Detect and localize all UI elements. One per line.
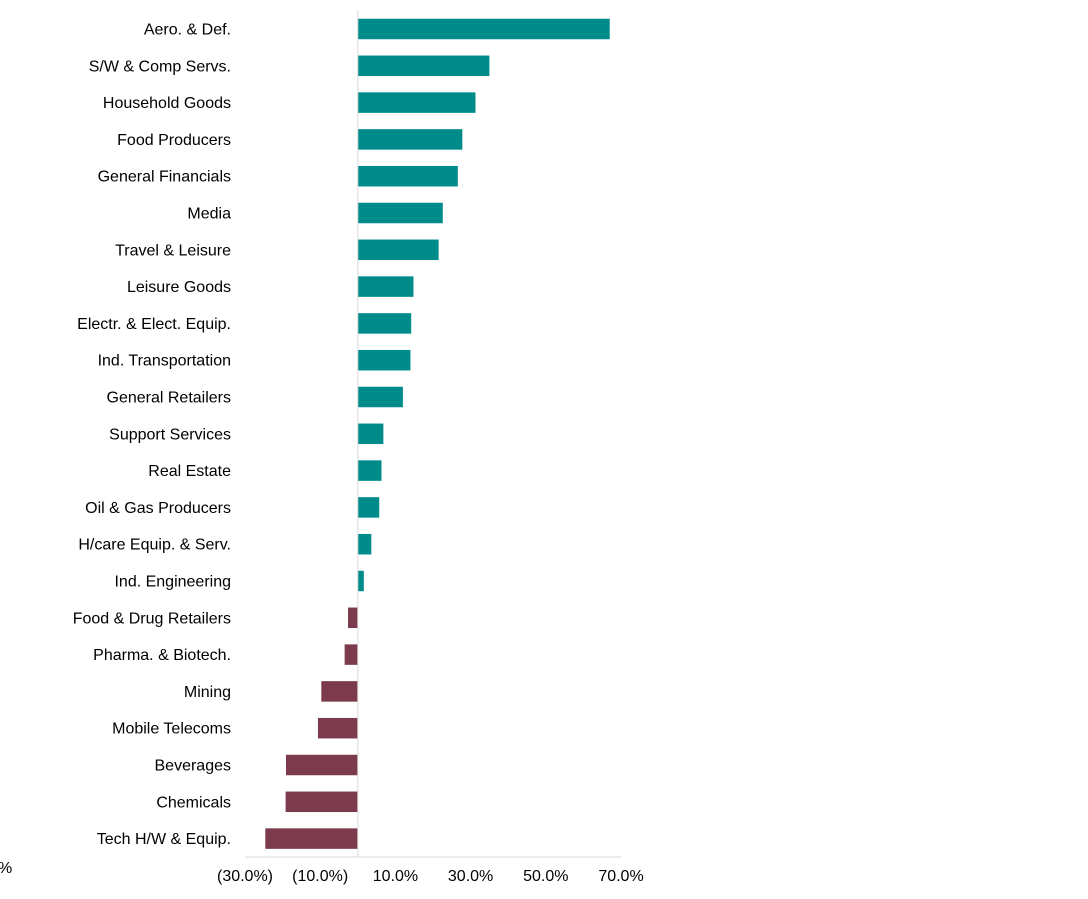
bar-16: [357, 570, 364, 592]
category-label: Electr. & Elect. Equip.: [77, 316, 231, 333]
category-label: Food Producers: [117, 132, 231, 149]
category-label: Media: [187, 206, 231, 223]
bar-21: [285, 754, 358, 776]
category-label: Mobile Telecoms: [112, 721, 231, 738]
x-tick-label: 10.0%: [373, 868, 418, 885]
bar-13: [357, 460, 382, 481]
bar-1: [357, 18, 610, 40]
bar-5: [357, 165, 458, 187]
category-label: Ind. Engineering: [114, 574, 231, 591]
category-label: Food & Drug Retailers: [73, 610, 231, 627]
category-label: Travel & Leisure: [115, 242, 231, 259]
category-label: Leisure Goods: [127, 279, 231, 296]
category-label: Mining: [184, 684, 231, 701]
category-label: Support Services: [109, 426, 231, 443]
category-label: Beverages: [155, 758, 232, 775]
bar-7: [357, 239, 439, 261]
x-tick-labels: (30.0%) (10.0%) 10.0% 30.0% 50.0% 70.0%: [217, 868, 644, 885]
x-tick-label: 70.0%: [598, 868, 643, 885]
bar-20: [317, 717, 358, 739]
bar-4: [357, 129, 463, 150]
category-label: Household Goods: [103, 95, 231, 112]
bar-17: [348, 607, 358, 629]
x-tick-label: (10.0%): [292, 868, 348, 885]
category-label: S/W & Comp Servs.: [89, 58, 231, 75]
bar-15: [357, 533, 372, 555]
x-tick-label: 50.0%: [523, 868, 568, 885]
bar-23: [265, 828, 358, 849]
category-label: Pharma. & Biotech.: [93, 647, 231, 664]
bar-18: [344, 644, 358, 665]
category-label: Ind. Transportation: [98, 353, 231, 370]
x-tick-label: 30.0%: [448, 868, 493, 885]
bar-22: [285, 791, 358, 813]
category-label: Oil & Gas Producers: [85, 500, 231, 517]
category-label: Aero. & Def.: [144, 22, 231, 39]
category-labels: Aero. & Def. S/W & Comp Servs. Household G…: [73, 22, 231, 849]
bar-8: [357, 276, 414, 297]
category-label: H/care Equip. & Serv.: [78, 537, 231, 554]
x-tick-label: (30.0%): [217, 868, 273, 885]
bar-11: [357, 386, 403, 408]
bar-6: [357, 202, 443, 224]
bars-group: [265, 18, 610, 849]
stray-percent-label: %: [0, 860, 12, 877]
bar-3: [357, 92, 476, 113]
category-label: Chemicals: [156, 794, 231, 811]
bar-12: [357, 423, 384, 445]
category-label: Tech H/W & Equip.: [97, 831, 231, 848]
category-label: Real Estate: [148, 463, 231, 480]
bar-9: [357, 313, 412, 334]
bar-2: [357, 55, 490, 77]
category-label: General Financials: [98, 169, 231, 186]
category-label: General Retailers: [107, 390, 232, 407]
bar-19: [321, 681, 358, 702]
bar-10: [357, 349, 411, 371]
bar-14: [357, 497, 380, 518]
